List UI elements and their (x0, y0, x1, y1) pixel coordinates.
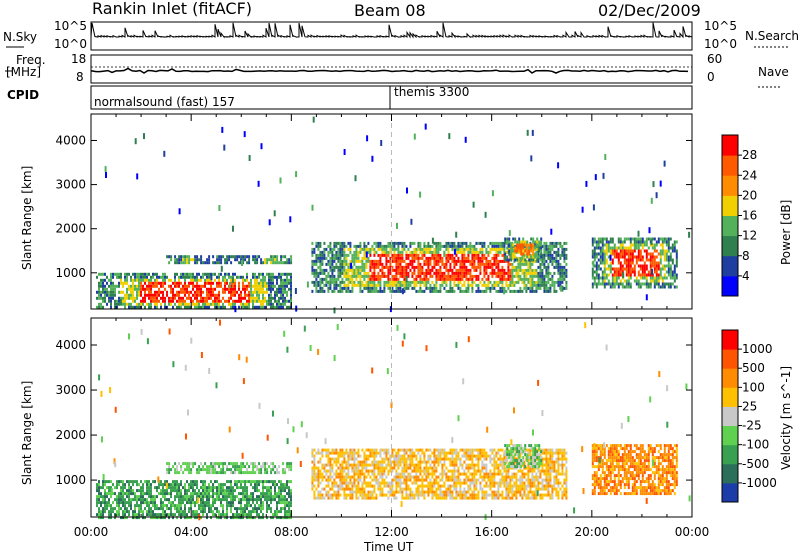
freq-tick-bottom: 8 (76, 70, 84, 84)
freq-trace (90, 66, 692, 74)
nsearch-tick-top: 10^5 (704, 19, 737, 33)
nave-tick-bottom: 0 (707, 70, 715, 84)
colorbar-swatch (722, 368, 738, 388)
freq-frame (90, 54, 693, 84)
y-tick-label: 2000 (55, 428, 86, 442)
beam-title: Beam 08 (354, 1, 426, 20)
nsky-trace (90, 22, 693, 39)
velocity-ylabel: Slant Range [km] (20, 380, 34, 485)
x-tick-label: 00:00 (74, 525, 109, 539)
freq-label-line2: [MHz] (6, 65, 42, 79)
x-tick-label: 20:00 (575, 525, 610, 539)
time-axis-label: Time UT (364, 540, 414, 554)
y-tick-label: 3000 (55, 383, 86, 397)
colorbar-tick-label: 25 (742, 399, 757, 413)
echo-region-4 (504, 237, 543, 262)
colorbar-swatch (722, 444, 738, 465)
colorbar-swatch (722, 387, 738, 407)
colorbar-tick-label: 500 (742, 361, 765, 375)
cpid-entry-1: normalsound (fast) 157 (94, 95, 235, 109)
y-tick-label: 4000 (55, 338, 86, 352)
power-colorbar: 28 24 20 16 12 8 4 (721, 134, 757, 297)
colorbar-tick-label: 24 (742, 168, 757, 182)
y-tick-label: 1000 (55, 473, 86, 487)
x-tick-label: 08:00 (274, 525, 309, 539)
x-tick-label: 00:00 (675, 525, 710, 539)
y-tick-label: 3000 (55, 178, 86, 192)
echo-region-2 (166, 255, 293, 265)
cpid-label: CPID (7, 88, 40, 102)
nave-label: Nave (758, 65, 789, 79)
nsearch-tick-bottom: 10^0 (704, 37, 737, 51)
echo-region-1 (96, 272, 292, 309)
colorbar-tick-label: 1000 (742, 342, 773, 356)
colorbar-swatch (722, 406, 738, 426)
colorbar-tick-label: 28 (742, 148, 757, 162)
colorbar-swatch (722, 235, 738, 257)
colorbar-swatch (722, 349, 738, 369)
echo-region-4 (504, 444, 543, 469)
colorbar-tick-label: -500 (742, 457, 769, 471)
date-title: 02/Dec/2009 (598, 1, 701, 20)
echo-region-2 (166, 462, 293, 475)
colorbar-swatch (722, 175, 738, 196)
colorbar-swatch (722, 155, 738, 176)
x-tick-label: 04:00 (174, 525, 209, 539)
colorbar-tick-label: 4 (742, 269, 750, 283)
y-tick-label: 4000 (55, 133, 86, 147)
velocity-colorbar-label: Velocity [m s^-1] (779, 365, 793, 470)
nsky-tick-bottom: 10^0 (54, 37, 87, 51)
cpid-entry-2: themis 3300 (394, 85, 470, 99)
colorbar-tick-label: 8 (742, 249, 750, 263)
colorbar-tick-label: -1000 (742, 476, 777, 490)
colorbar-swatch (722, 255, 738, 277)
colorbar-swatch (722, 330, 738, 350)
time-axis: 00:00 04:00 08:00 12:00 16:00 20:00 00:00 (74, 525, 710, 539)
echo-region-5 (591, 237, 678, 289)
colorbar-swatch (722, 135, 738, 156)
nsearch-label: N.Search (745, 29, 800, 43)
colorbar-tick-label: -100 (742, 438, 769, 452)
echo-region-1 (96, 480, 292, 520)
echo-region-5 (591, 444, 678, 496)
colorbar-tick-label: 100 (742, 380, 765, 394)
velocity-colorbar: 1000 500 100 25 -25 -100 -500 -1000 (721, 329, 777, 503)
colorbar-swatch (722, 463, 738, 484)
x-tick-label: 12:00 (374, 525, 409, 539)
velocity-panel: 1000 2000 3000 4000 (55, 317, 693, 521)
nsky-label: N.Sky (3, 30, 38, 44)
x-tick-label: 16:00 (474, 525, 509, 539)
cpid-frame (90, 85, 693, 110)
colorbar-tick-label: 16 (742, 209, 757, 223)
station-title: Rankin Inlet (fitACF) (92, 0, 253, 18)
colorbar-swatch (722, 425, 738, 446)
colorbar-tick-label: 12 (742, 229, 757, 243)
freq-label-line1: Freq. (16, 53, 46, 67)
colorbar-swatch (722, 195, 738, 216)
power-ylabel: Slant Range [km] (20, 165, 34, 270)
colorbar-swatch (722, 482, 738, 503)
colorbar-tick-label: -25 (742, 419, 762, 433)
freq-tick-top: 18 (71, 52, 87, 66)
power-colorbar-label: Power [dB] (779, 199, 793, 265)
y-tick-label: 2000 (55, 222, 86, 236)
y-tick-label: 1000 (55, 266, 86, 280)
colorbar-swatch (722, 215, 738, 237)
colorbar-tick-label: 20 (742, 188, 757, 202)
power-panel: 1000 2000 3000 4000 (55, 113, 693, 314)
nsky-tick-top: 10^5 (54, 19, 87, 33)
colorbar-swatch (722, 275, 738, 297)
nave-tick-top: 60 (707, 52, 723, 66)
